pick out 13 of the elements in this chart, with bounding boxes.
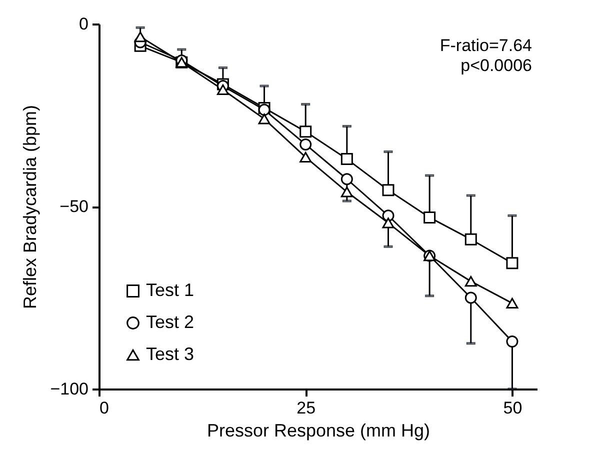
legend-label: Test 1 bbox=[146, 280, 194, 300]
annotation: F-ratio=7.64 bbox=[440, 36, 532, 55]
y-tick-label: −100 bbox=[50, 380, 88, 398]
legend-label: Test 2 bbox=[146, 312, 194, 332]
annotation: p<0.0006 bbox=[460, 56, 532, 75]
y-axis-title: Reflex Bradycardia (bpm) bbox=[20, 104, 40, 310]
x-tick-label: 50 bbox=[503, 398, 522, 418]
x-axis-title: Pressor Response (mm Hg) bbox=[206, 420, 430, 440]
x-tick-label: 25 bbox=[296, 398, 316, 418]
x-tick-label: 0 bbox=[100, 398, 109, 418]
y-tick-label: −50 bbox=[60, 197, 88, 216]
legend-label: Test 3 bbox=[146, 344, 194, 364]
y-tick-label: 0 bbox=[79, 14, 88, 34]
